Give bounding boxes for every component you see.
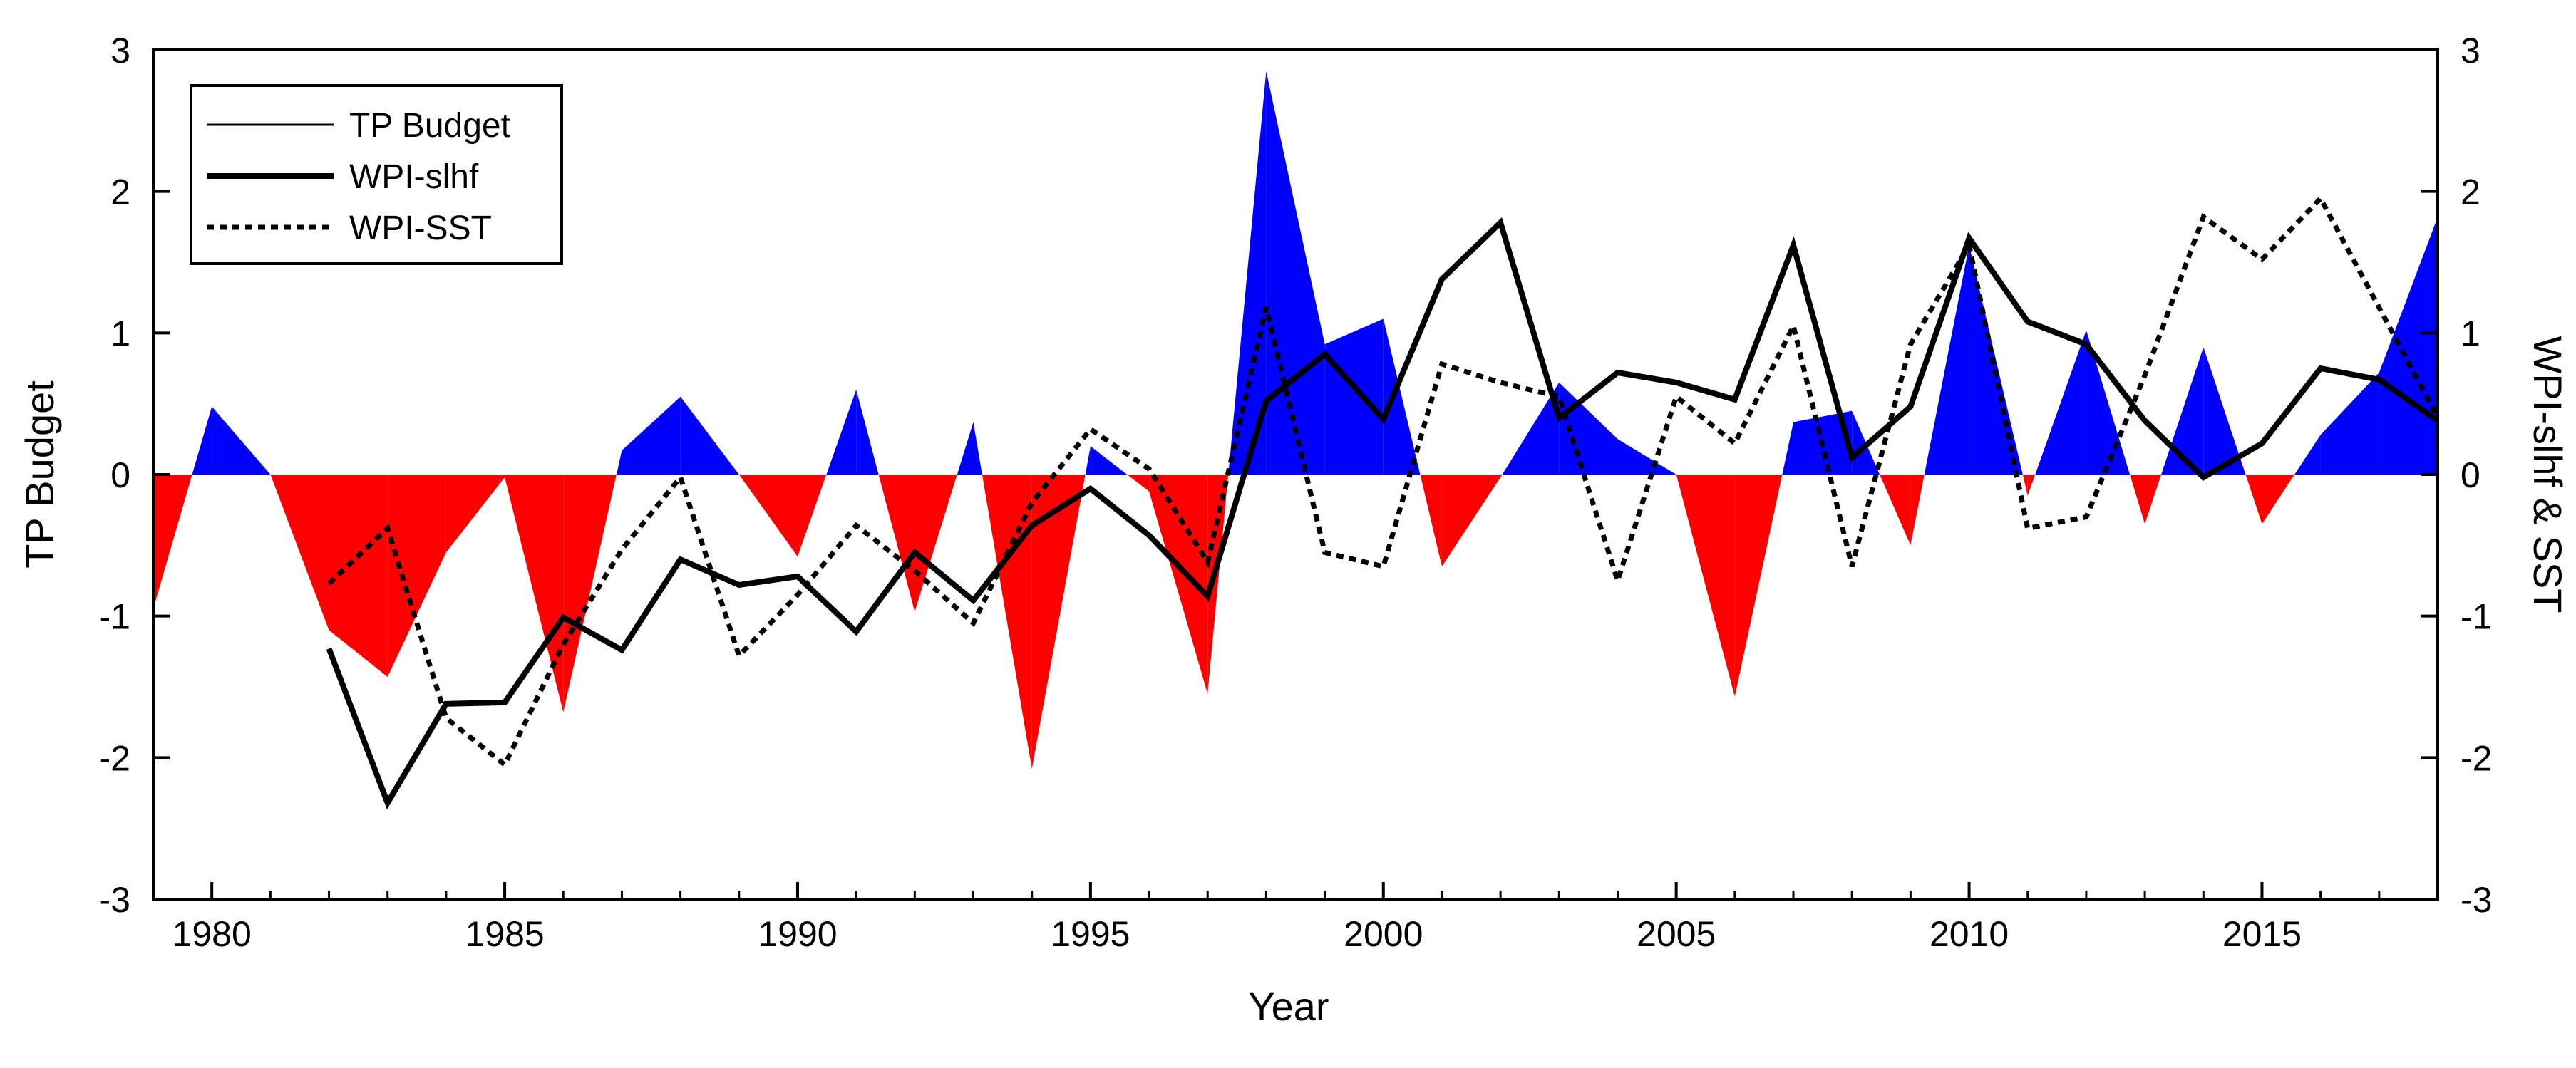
legend: TP Budget WPI-slhf WPI-SST bbox=[190, 84, 563, 265]
tp-budget-fill-1997-1 bbox=[1228, 71, 1267, 475]
tp-budget-fill-1986-1 bbox=[616, 450, 622, 475]
tp-budget-fill-1995-0 bbox=[1090, 446, 1128, 475]
tp-budget-fill-2009-0 bbox=[1910, 475, 1925, 546]
tp-budget-fill-2011-0 bbox=[2027, 475, 2036, 496]
y-tick-label-left-1: 1 bbox=[110, 313, 130, 353]
x-tick-label-2015: 2015 bbox=[2222, 914, 2302, 954]
tp-budget-fill-1988-0 bbox=[680, 396, 739, 475]
tp-budget-fill-2005-0 bbox=[1676, 475, 1735, 697]
tp-budget-fill-1980-0 bbox=[212, 406, 271, 475]
tp-budget-fill-1986-0 bbox=[563, 475, 617, 712]
legend-label-wpi-slhf: WPI-slhf bbox=[349, 158, 479, 196]
tp-budget-fill-1979-1 bbox=[192, 406, 212, 475]
y-tick-label-left-3: 3 bbox=[110, 31, 130, 71]
tp-budget-fill-2011-1 bbox=[2035, 330, 2086, 475]
y-tick-label-left-2: 2 bbox=[110, 172, 130, 212]
tp-budget-fill-1994-1 bbox=[1085, 446, 1091, 475]
y-axis-label-right: WPI-slhf & SST bbox=[2525, 336, 2570, 613]
tp-budget-fill-2008-1 bbox=[1880, 475, 1911, 546]
tp-budget-fill-1985-0 bbox=[505, 475, 564, 712]
tp-budget-fill-2015-0 bbox=[2262, 475, 2295, 524]
y-tick-label-right-1: 1 bbox=[2461, 313, 2480, 353]
tp-budget-fill-1981-0 bbox=[270, 475, 329, 631]
tp-budget-fill-1991-0 bbox=[856, 389, 879, 475]
tp-budget-fill-1987-0 bbox=[622, 396, 681, 475]
tp-budget-fill-2009-1 bbox=[1924, 245, 1969, 475]
legend-label-wpi-sst: WPI-SST bbox=[349, 209, 492, 247]
y-tick-label-left-0: 0 bbox=[110, 455, 130, 495]
tp-budget-fill-1990-0 bbox=[798, 475, 827, 557]
y-tick-label-right--3: -3 bbox=[2461, 880, 2492, 920]
tp-budget-fill-1979-0 bbox=[153, 475, 192, 609]
tp-budget-fill-1994-0 bbox=[1031, 475, 1086, 769]
tp-budget-fill-2014-0 bbox=[2203, 347, 2246, 475]
tp-budget-fill-2016-0 bbox=[2320, 373, 2379, 475]
tp-budget-fill-2013-0 bbox=[2145, 475, 2162, 524]
y-tick-label-right--2: -2 bbox=[2461, 738, 2492, 778]
x-axis-label: Year bbox=[1248, 984, 1329, 1029]
series-line-wpi-sst bbox=[327, 194, 2441, 769]
tp-budget-fill-1999-0 bbox=[1324, 318, 1384, 475]
tp-budget-fill-2006-1 bbox=[1782, 422, 1793, 475]
x-tick-label-2010: 2010 bbox=[1930, 914, 2009, 954]
tp-budget-fill-1982-0 bbox=[329, 475, 388, 678]
tp-budget-fill-1993-1 bbox=[982, 475, 1032, 769]
y-tick-label-right-3: 3 bbox=[2461, 31, 2480, 71]
tp-budget-fill-1993-0 bbox=[973, 422, 982, 475]
tp-budget-fill-1983-0 bbox=[387, 475, 446, 678]
x-tick-label-1980: 1980 bbox=[172, 914, 252, 954]
x-tick-label-1985: 1985 bbox=[465, 914, 544, 954]
x-tick-label-2000: 2000 bbox=[1344, 914, 1423, 954]
series-line-layer bbox=[326, 194, 2441, 810]
series-line-wpi-slhf bbox=[326, 217, 2440, 810]
tick-layer: 1980 1985 1990 1995 2000 2005 2010 2015-3 -3-2 -2… bbox=[99, 31, 2493, 954]
tp-budget-fill-2000-0 bbox=[1383, 318, 1421, 475]
tp-budget-fill-2012-0 bbox=[2086, 330, 2131, 475]
y-tick-label-right-2: 2 bbox=[2461, 172, 2480, 212]
tp-budget-fill-2006-0 bbox=[1734, 475, 1783, 697]
tp-budget-fill-2017-0 bbox=[2379, 217, 2438, 475]
y-tick-label-left--2: -2 bbox=[99, 738, 130, 778]
tp-budget-fill-2002-1 bbox=[1502, 382, 1560, 475]
x-tick-label-1995: 1995 bbox=[1051, 914, 1130, 954]
y-tick-label-left--3: -3 bbox=[99, 880, 130, 920]
tp-budget-fill-1991-1 bbox=[878, 475, 915, 612]
tp-budget-fill-1992-1 bbox=[957, 422, 974, 475]
tp-budget-fill-2014-1 bbox=[2245, 475, 2262, 524]
tp-budget-fill-1995-1 bbox=[1127, 475, 1150, 492]
tp-budget-fill-2000-1 bbox=[1420, 475, 1442, 567]
tp-budget-fill-1989-0 bbox=[738, 475, 798, 557]
tp-budget-fill-1992-0 bbox=[915, 475, 957, 612]
tp-budget-fill-2001-0 bbox=[1441, 475, 1501, 567]
tp-budget-fill-2012-1 bbox=[2130, 475, 2145, 524]
tp-budget-fill-1998-0 bbox=[1266, 71, 1325, 475]
tp-budget-fill-2013-1 bbox=[2161, 347, 2204, 475]
tp-budget-fill-2010-0 bbox=[1969, 245, 2023, 475]
tp-budget-fill-1996-0 bbox=[1149, 475, 1208, 694]
tp-budget-fill-2004-0 bbox=[1617, 439, 1676, 475]
tp-budget-fill-2002-0 bbox=[1500, 475, 1503, 477]
x-tick-label-1990: 1990 bbox=[758, 914, 837, 954]
y-tick-label-left--1: -1 bbox=[99, 597, 130, 637]
tp-budget-fill-2015-1 bbox=[2294, 435, 2321, 475]
x-tick-label-2005: 2005 bbox=[1637, 914, 1716, 954]
y-tick-label-right-0: 0 bbox=[2461, 455, 2480, 495]
tp-budget-fill-1997-0 bbox=[1207, 475, 1229, 694]
tp-budget-fill-1990-1 bbox=[826, 389, 857, 475]
plot-frame bbox=[152, 48, 2439, 901]
y-tick-label-right--1: -1 bbox=[2461, 597, 2492, 637]
y-axis-label-left: TP Budget bbox=[17, 380, 62, 569]
tp-budget-fill-2010-1 bbox=[2022, 475, 2028, 496]
tp-budget-fill-1984-0 bbox=[445, 475, 505, 553]
legend-label-tp-budget: TP Budget bbox=[349, 107, 510, 145]
